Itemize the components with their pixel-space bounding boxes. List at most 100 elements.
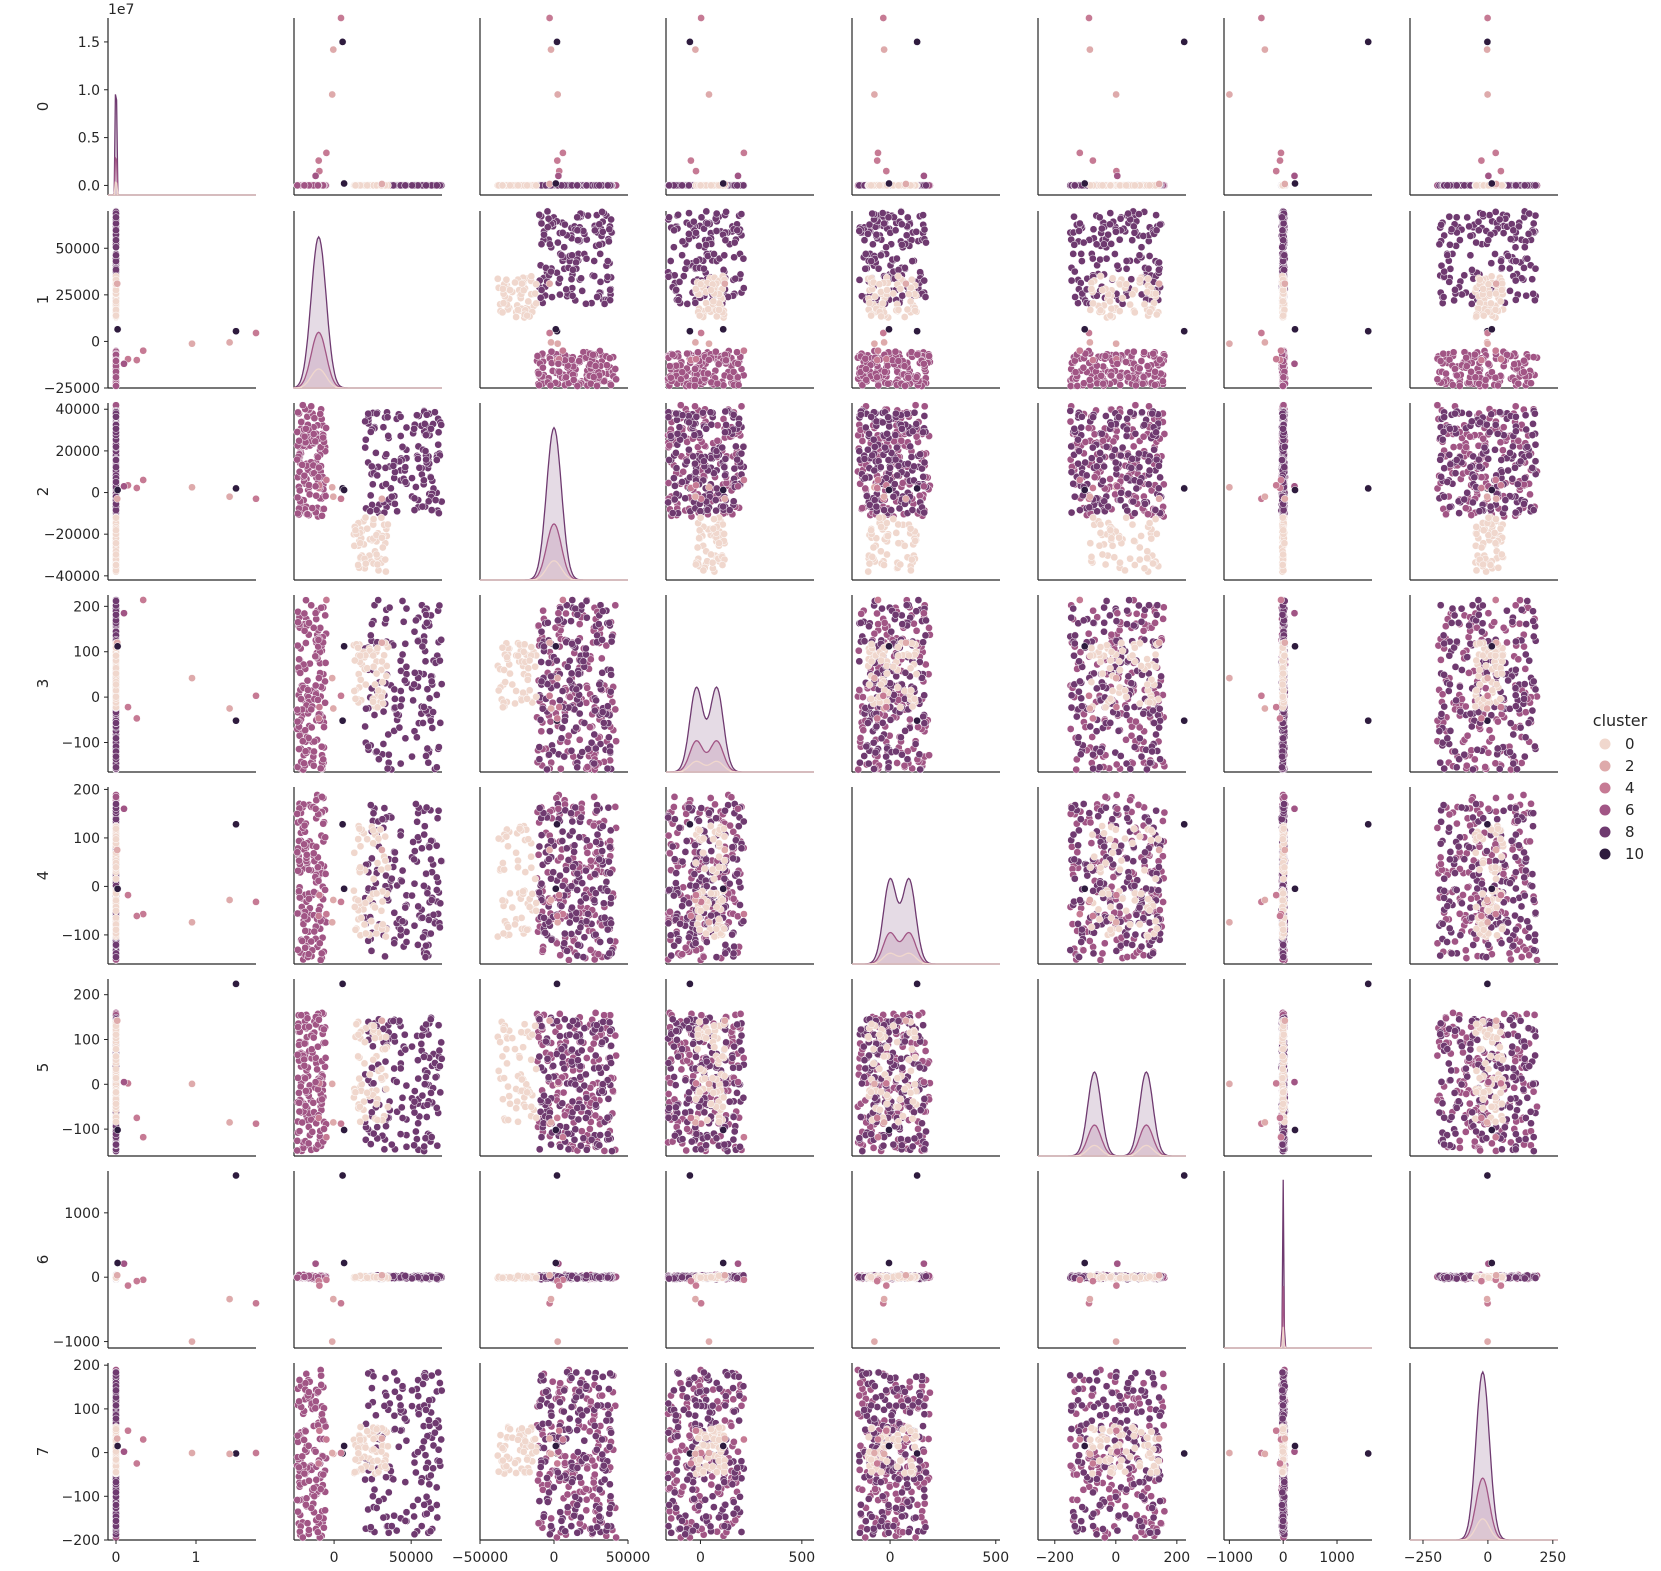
- scatter-point: [873, 156, 882, 165]
- scatter-point: [1113, 261, 1122, 270]
- scatter-point: [1180, 327, 1189, 336]
- panel-r0-c1: [293, 14, 446, 196]
- scatter-point: [1106, 181, 1115, 190]
- scatter-point: [893, 254, 901, 263]
- scatter-point: [733, 181, 742, 190]
- scatter-point: [891, 226, 900, 235]
- scatter-point: [884, 379, 892, 388]
- scatter-point: [692, 228, 700, 237]
- scatter-point: [683, 300, 692, 308]
- panel-r0-c2: [479, 14, 628, 196]
- scatter-point: [338, 38, 347, 46]
- scatter-point: [1089, 356, 1097, 364]
- scatter-point: [1497, 167, 1505, 175]
- scatter-point: [1113, 172, 1122, 180]
- scatter-point: [685, 181, 693, 190]
- scatter-point: [1124, 373, 1133, 382]
- scatter-point: [870, 339, 879, 348]
- scatter-point: [493, 274, 502, 283]
- scatter-point: [112, 226, 120, 235]
- scatter-point: [1145, 181, 1154, 190]
- panel-r1-c4: [851, 207, 1000, 390]
- scatter-point: [719, 325, 728, 334]
- scatter-point: [1139, 232, 1148, 240]
- y-tick-label: −25000: [44, 381, 100, 397]
- scatter-point: [713, 379, 722, 388]
- scatter-point: [551, 325, 560, 334]
- scatter-point: [897, 208, 905, 216]
- kde-curve: [108, 181, 256, 196]
- kde-curve: [108, 94, 256, 196]
- scatter-point: [1159, 377, 1167, 386]
- scatter-point: [519, 286, 528, 295]
- scatter-point: [1364, 38, 1373, 46]
- scatter-point: [898, 291, 907, 300]
- scatter-point: [692, 355, 700, 363]
- scatter-point: [1108, 274, 1117, 283]
- scatter-point: [1291, 179, 1299, 188]
- scatter-point: [537, 219, 546, 228]
- scatter-point: [408, 181, 416, 190]
- scatter-point: [1075, 227, 1083, 235]
- scatter-point: [498, 181, 507, 190]
- scatter-point: [730, 253, 738, 262]
- scatter-point: [611, 365, 620, 373]
- scatter-point: [880, 338, 888, 347]
- scatter-point: [897, 220, 906, 229]
- scatter-point: [514, 306, 522, 314]
- scatter-point: [1472, 181, 1481, 190]
- scatter-point: [1135, 275, 1144, 284]
- scatter-point: [697, 329, 705, 337]
- scatter-point: [1280, 266, 1288, 274]
- scatter-point: [401, 181, 410, 190]
- scatter-point: [582, 254, 591, 263]
- panel-r1-c3: [664, 207, 814, 390]
- scatter-point: [232, 327, 240, 336]
- scatter-point: [1483, 45, 1491, 54]
- scatter-point: [543, 207, 552, 216]
- scatter-point: [855, 227, 864, 235]
- scatter-point: [903, 213, 912, 222]
- scatter-point: [880, 367, 889, 376]
- scatter-point: [1080, 325, 1089, 334]
- scatter-point: [532, 181, 540, 190]
- scatter-point: [1442, 369, 1450, 378]
- scatter-point: [534, 369, 543, 378]
- scatter-point: [337, 14, 345, 22]
- scatter-point: [1449, 348, 1458, 357]
- scatter-point: [1279, 236, 1288, 245]
- scatter-point: [721, 236, 730, 245]
- scatter-point: [860, 236, 869, 245]
- scatter-point: [737, 210, 746, 218]
- scatter-point: [432, 181, 441, 190]
- scatter-point: [1115, 235, 1124, 244]
- scatter-point: [665, 181, 673, 190]
- scatter-point: [861, 354, 870, 363]
- scatter-point: [544, 214, 553, 223]
- scatter-point: [1130, 228, 1139, 237]
- y-tick-label: 1.0: [78, 83, 100, 99]
- scatter-point: [1278, 226, 1287, 235]
- scatter-point: [559, 346, 567, 355]
- scatter-point: [870, 90, 879, 99]
- scatter-point: [867, 181, 875, 190]
- scatter-point: [1098, 286, 1107, 294]
- scatter-point: [577, 274, 585, 283]
- scatter-point: [1261, 338, 1269, 347]
- scatter-point: [547, 347, 556, 356]
- scatter-point: [545, 329, 554, 337]
- panel-r0-c4: [851, 14, 1000, 196]
- scatter-point: [875, 280, 884, 289]
- scatter-point: [1070, 267, 1079, 276]
- scatter-point: [502, 275, 511, 284]
- scatter-point: [1280, 279, 1289, 288]
- scatter-point: [730, 238, 739, 247]
- scatter-point: [678, 237, 687, 246]
- scatter-point: [1106, 297, 1114, 306]
- scatter-point: [666, 257, 675, 265]
- y-tick-label: 25000: [55, 288, 100, 304]
- scatter-point: [697, 14, 705, 22]
- scatter-point: [868, 209, 877, 218]
- scatter-point: [1107, 304, 1116, 313]
- scatter-point: [582, 181, 591, 190]
